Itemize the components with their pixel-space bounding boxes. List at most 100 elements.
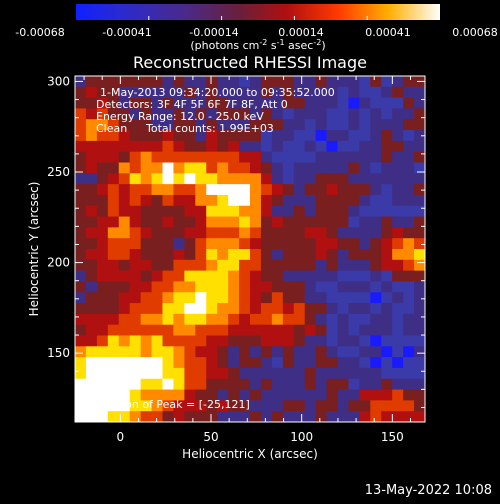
heatmap-cell <box>140 205 153 218</box>
heatmap-cell <box>75 86 87 99</box>
heatmap-cell <box>151 367 164 380</box>
heatmap-cell <box>271 108 284 120</box>
heatmap-cell <box>293 173 306 185</box>
heatmap-cell <box>403 130 415 142</box>
heatmap-cell <box>315 335 328 347</box>
heatmap-cell <box>337 97 350 110</box>
heatmap-cell <box>414 173 425 185</box>
heatmap-cell <box>271 140 284 153</box>
heatmap-cell <box>315 357 328 369</box>
heatmap-cell <box>271 259 284 272</box>
heatmap-cell <box>293 313 306 326</box>
heatmap-cell <box>140 335 153 347</box>
heatmap-cell <box>348 324 360 337</box>
heatmap-cell <box>217 357 229 369</box>
heatmap-cell <box>250 259 262 272</box>
heatmap-cell <box>118 97 131 110</box>
heatmap-cell <box>315 205 328 218</box>
heatmap-cell <box>414 86 425 99</box>
heatmap-cell <box>129 86 142 99</box>
heatmap-cell <box>414 216 425 228</box>
heatmap-cell <box>359 205 371 218</box>
heatmap-cell <box>348 313 360 326</box>
heatmap-cell <box>129 216 142 228</box>
heatmap-cell <box>129 303 142 315</box>
heatmap-cell <box>96 227 109 239</box>
heatmap-cell <box>304 259 317 272</box>
heatmap-cell <box>381 411 393 422</box>
heatmap-cell <box>282 335 295 347</box>
heatmap-cell <box>392 313 404 326</box>
heatmap-cell <box>315 367 328 380</box>
heatmap-cell <box>304 151 317 164</box>
heatmap-cell <box>217 119 229 131</box>
heatmap-cell <box>85 227 98 239</box>
heatmap-cell <box>118 400 131 412</box>
heatmap-cell <box>228 259 240 272</box>
heatmap-cell <box>293 292 306 304</box>
heatmap-cell <box>118 324 131 337</box>
heatmap-cell <box>75 357 87 369</box>
heatmap-cell <box>75 205 87 218</box>
heatmap-cell <box>326 108 339 120</box>
heatmap-cell <box>173 205 185 218</box>
heatmap-cell <box>403 346 415 358</box>
heatmap-cell <box>195 400 207 412</box>
heatmap-cell <box>359 162 371 174</box>
heatmap-cell <box>173 151 185 164</box>
heatmap-cell <box>271 303 284 315</box>
heatmap-cell <box>75 97 87 110</box>
heatmap-cell <box>184 194 196 207</box>
heatmap-cell <box>206 346 218 358</box>
heatmap-cell <box>151 313 164 326</box>
heatmap-cell <box>326 367 339 380</box>
heatmap-cell <box>118 259 131 272</box>
heatmap-cell <box>162 292 175 304</box>
heatmap-cell <box>129 162 142 174</box>
heatmap-cell <box>173 162 185 174</box>
heatmap-cell <box>370 119 382 131</box>
heatmap-cell <box>173 346 185 358</box>
heatmap-cell <box>326 335 339 347</box>
heatmap-cell <box>118 119 131 131</box>
heatmap-cell <box>337 378 350 391</box>
heatmap-cell <box>173 97 185 110</box>
heatmap-cell <box>282 227 295 239</box>
heatmap-cell <box>140 313 153 326</box>
heatmap-cell <box>348 411 360 422</box>
heatmap-cell <box>326 76 339 88</box>
heatmap-cell <box>228 313 240 326</box>
heatmap-cell <box>250 97 262 110</box>
heatmap-cell <box>337 281 350 293</box>
heatmap-cell <box>217 281 229 293</box>
heatmap-cell <box>173 324 185 337</box>
heatmap-cell <box>337 205 350 218</box>
heatmap-cell <box>326 86 339 99</box>
heatmap-cell <box>85 259 98 272</box>
heatmap-cell <box>260 303 273 315</box>
heatmap-cell <box>348 238 360 250</box>
heatmap-cell <box>370 281 382 293</box>
heatmap-cell <box>403 335 415 347</box>
heatmap-cell <box>129 292 142 304</box>
heatmap-cell <box>370 151 382 164</box>
heatmap-cell <box>96 194 109 207</box>
heatmap-cell <box>85 216 98 228</box>
heatmap-cell <box>392 357 404 369</box>
heatmap-cell <box>129 227 142 239</box>
heatmap-cell <box>195 205 207 218</box>
heatmap-cell <box>359 357 371 369</box>
heatmap-cell <box>239 97 251 110</box>
heatmap-cell <box>260 292 273 304</box>
heatmap-cell <box>403 194 415 207</box>
heatmap-cell <box>96 259 109 272</box>
heatmap-cell <box>151 119 164 131</box>
heatmap-cell <box>293 108 306 120</box>
heatmap-cell <box>85 119 98 131</box>
heatmap-cell <box>282 151 295 164</box>
heatmap-cell <box>260 184 273 196</box>
heatmap-cell <box>348 227 360 239</box>
heatmap-cell <box>282 205 295 218</box>
heatmap-cell <box>348 367 360 380</box>
heatmap-cell <box>293 378 306 391</box>
